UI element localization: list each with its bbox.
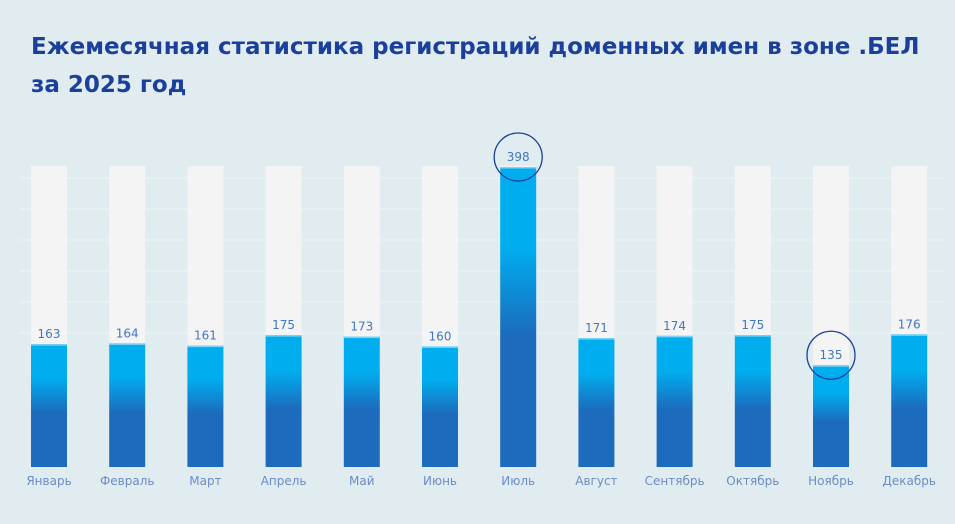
category-label: Февраль xyxy=(100,474,155,488)
bar xyxy=(813,365,849,467)
data-label: 135 xyxy=(820,348,843,362)
category-label: Май xyxy=(349,474,375,488)
category-label: Март xyxy=(189,474,221,488)
bar-cap xyxy=(422,346,458,348)
category-label: Декабрь xyxy=(882,474,935,488)
bar-cap xyxy=(187,345,224,348)
bar xyxy=(31,344,67,467)
data-label: 161 xyxy=(194,329,217,343)
bar-cap xyxy=(656,335,693,338)
bar-cap xyxy=(31,344,67,346)
data-label: 173 xyxy=(350,320,373,334)
data-label: 171 xyxy=(585,321,608,335)
category-label: Январь xyxy=(26,474,71,488)
bar-cap xyxy=(343,336,380,339)
bar-cap xyxy=(891,334,928,336)
bar xyxy=(265,335,302,467)
bar xyxy=(422,346,458,467)
data-label: 174 xyxy=(663,319,686,333)
category-label: Октябрь xyxy=(726,474,779,488)
bar-cap xyxy=(265,335,302,337)
category-label: Август xyxy=(575,474,617,488)
data-label: 398 xyxy=(507,150,530,164)
data-label: 175 xyxy=(741,318,764,332)
category-label: Апрель xyxy=(261,474,307,488)
data-label: 164 xyxy=(116,326,139,340)
bar xyxy=(656,335,693,467)
category-label: Июнь xyxy=(423,474,457,488)
category-label: Ноябрь xyxy=(808,474,854,488)
bar-cap xyxy=(109,343,146,345)
bar xyxy=(500,167,537,467)
category-label: Июль xyxy=(501,474,535,488)
bar xyxy=(734,335,771,467)
bar xyxy=(187,345,224,467)
bar-cap xyxy=(813,365,849,367)
highlight-ring xyxy=(806,330,856,380)
data-label: 163 xyxy=(38,327,61,341)
bar xyxy=(343,336,380,467)
chart-title: Ежемесячная статистика регистраций домен… xyxy=(31,34,920,98)
data-label: 176 xyxy=(898,317,921,331)
data-label: 160 xyxy=(429,329,452,343)
bar xyxy=(109,343,146,467)
bar-cap xyxy=(500,167,537,169)
bar-cap xyxy=(578,338,615,340)
bar xyxy=(891,334,928,467)
category-label: Сентябрь xyxy=(645,474,705,488)
bar xyxy=(578,338,615,467)
bar-cap xyxy=(734,335,771,337)
highlight-ring xyxy=(493,132,543,182)
data-label: 175 xyxy=(272,318,295,332)
